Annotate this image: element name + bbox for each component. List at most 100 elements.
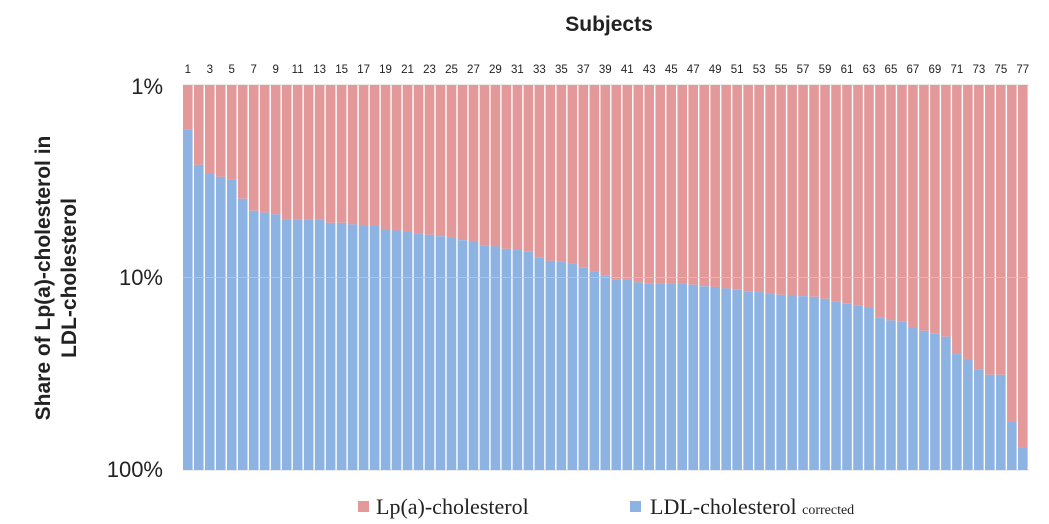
bar-lpa-76	[1007, 85, 1017, 422]
bar-lpa-39	[600, 85, 611, 276]
bar-lpa-69	[930, 85, 940, 334]
bar-lpa-66	[897, 85, 907, 322]
bar-lpa-10	[281, 85, 292, 220]
x-tick-label-65: 65	[885, 64, 898, 76]
bar-ldl-52	[743, 291, 753, 470]
bar-lpa-16	[347, 85, 358, 225]
bar-lpa-44	[655, 85, 666, 284]
x-tick-label-75: 75	[994, 64, 1007, 76]
bar-lpa-19	[380, 85, 391, 230]
bar-ldl-72	[963, 358, 973, 470]
x-tick-label-21: 21	[401, 64, 414, 76]
bar-ldl-67	[908, 328, 918, 470]
x-tick-label-39: 39	[599, 64, 612, 76]
bar-lpa-65	[886, 85, 896, 321]
bar-lpa-63	[864, 85, 874, 308]
x-tick-label-51: 51	[731, 64, 744, 76]
bar-lpa-77	[1018, 85, 1028, 448]
bar-ldl-41	[622, 279, 633, 470]
x-tick-label-17: 17	[357, 64, 370, 76]
bar-ldl-14	[325, 222, 336, 470]
bar-lpa-30	[501, 85, 512, 249]
bar-ldl-33	[534, 257, 545, 470]
bar-ldl-31	[512, 250, 523, 470]
bar-ldl-46	[677, 283, 688, 470]
bar-ldl-53	[754, 292, 764, 470]
x-tick-label-31: 31	[511, 64, 524, 76]
legend-swatch-ldl	[630, 501, 641, 512]
bar-lpa-28	[479, 85, 490, 246]
x-tick-label-3: 3	[207, 64, 213, 76]
bar-lpa-68	[919, 85, 929, 331]
bar-lpa-47	[688, 85, 698, 285]
y-axis-title: Share of Lp(a)-cholesterol in LDL-choles…	[32, 136, 81, 421]
bar-lpa-74	[985, 85, 995, 375]
x-tick-labels: 1 3 5 7 9 11 13 15 17 19 21 23 25 27 29 31 33 35 37 39 41 43 4…	[185, 64, 1030, 76]
bar-lpa-71	[952, 85, 962, 355]
bar-ldl-76	[1007, 421, 1017, 470]
x-tick-label-49: 49	[709, 64, 722, 76]
x-tick-label-5: 5	[229, 64, 235, 76]
bar-ldl-19	[380, 229, 391, 470]
bar-ldl-47	[688, 284, 698, 470]
bar-ldl-71	[952, 354, 962, 470]
bar-ldl-57	[798, 296, 808, 470]
bar-lpa-67	[908, 85, 918, 329]
bar-ldl-7	[248, 210, 259, 471]
bar-lpa-48	[699, 85, 709, 287]
bar-lpa-36	[567, 85, 578, 264]
bar-lpa-42	[633, 85, 644, 283]
y-axis-title-line2: LDL-cholesterol	[58, 198, 81, 358]
bar-lpa-46	[677, 85, 688, 284]
bar-lpa-38	[589, 85, 600, 272]
bar-ldl-5	[226, 179, 237, 470]
bar-lpa-2	[193, 85, 204, 165]
bar-lpa-11	[292, 85, 303, 220]
bar-lpa-14	[325, 85, 336, 223]
bar-lpa-62	[853, 85, 863, 306]
x-tick-label-63: 63	[863, 64, 876, 76]
bar-ldl-23	[424, 234, 435, 470]
bar-ldl-62	[853, 305, 863, 470]
bar-lpa-22	[413, 85, 424, 234]
bar-ldl-64	[875, 317, 885, 470]
x-tick-label-69: 69	[929, 64, 942, 76]
x-tick-label-77: 77	[1016, 64, 1029, 76]
bar-ldl-8	[259, 212, 270, 470]
bar-lpa-5	[226, 85, 237, 180]
x-tick-label-13: 13	[313, 64, 326, 76]
bar-lpa-26	[457, 85, 468, 241]
bar-ldl-37	[578, 267, 589, 470]
bar-lpa-4	[215, 85, 226, 177]
bar-lpa-57	[798, 85, 808, 297]
bar-lpa-56	[787, 85, 797, 296]
x-tick-label-57: 57	[797, 64, 810, 76]
bar-lpa-25	[446, 85, 457, 238]
bar-lpa-6	[237, 85, 248, 199]
bar-lpa-41	[622, 85, 633, 280]
bar-lpa-32	[523, 85, 534, 252]
plot-area	[183, 84, 1029, 471]
bar-ldl-9	[270, 214, 281, 470]
bar-ldl-66	[897, 321, 907, 470]
bar-lpa-24	[435, 85, 446, 237]
bar-ldl-63	[864, 307, 874, 470]
bar-ldl-11	[292, 219, 303, 470]
bar-lpa-31	[512, 85, 523, 251]
bar-lpa-52	[743, 85, 753, 292]
bar-ldl-22	[413, 233, 424, 470]
bar-ldl-38	[589, 271, 600, 470]
bar-ldl-10	[281, 219, 292, 470]
bar-ldl-6	[237, 198, 248, 470]
bar-ldl-18	[369, 225, 380, 470]
bar-lpa-40	[611, 85, 622, 280]
bar-lpa-21	[402, 85, 413, 232]
bar-ldl-65	[886, 320, 896, 470]
legend-label-ldl-main: LDL-cholesterol	[650, 494, 802, 519]
bar-ldl-28	[479, 245, 490, 470]
x-tick-label-11: 11	[292, 64, 304, 76]
bar-ldl-12	[303, 219, 314, 470]
bar-lpa-49	[710, 85, 720, 287]
bar-lpa-15	[336, 85, 347, 223]
